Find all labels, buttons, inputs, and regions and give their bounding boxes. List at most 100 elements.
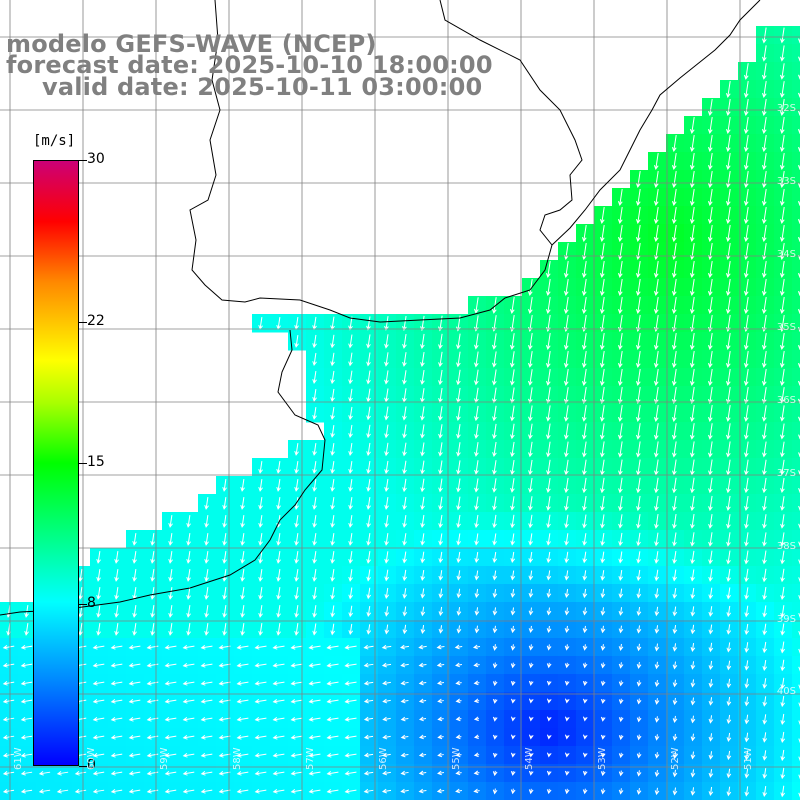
wind-arrow: [384, 334, 389, 349]
wind-arrow: [474, 351, 479, 368]
wind-arrow: [402, 352, 407, 367]
wind-arrow: [689, 405, 695, 422]
wind-arrow: [617, 333, 623, 350]
wind-arrow: [654, 625, 660, 634]
wind-arrow: [780, 459, 785, 476]
wind-arrow: [438, 424, 443, 439]
wind-cell: [792, 206, 800, 225]
wind-arrow: [92, 698, 105, 704]
wind-arrow: [110, 645, 123, 650]
wind-arrow: [182, 770, 195, 776]
wind-arrow: [528, 698, 534, 704]
wind-arrow: [492, 423, 497, 440]
wind-arrow: [617, 297, 623, 314]
wind-arrow: [330, 443, 335, 456]
wind-arrow: [798, 684, 800, 690]
wind-arrow: [798, 541, 800, 547]
wind-arrow: [326, 735, 339, 740]
wind-arrow: [564, 644, 570, 651]
wind-arrow: [780, 695, 786, 708]
wind-arrow: [563, 333, 569, 350]
wind-arrow: [779, 189, 785, 206]
wind-arrow: [798, 648, 800, 654]
wind-arrow: [528, 788, 534, 795]
wind-arrow: [546, 477, 551, 494]
wind-arrow: [672, 769, 678, 778]
wind-arrow: [20, 734, 33, 740]
wind-arrow: [114, 569, 119, 582]
wind-arrow: [186, 551, 191, 564]
wind-arrow: [492, 716, 498, 722]
wind-arrow: [654, 752, 660, 759]
wind-arrow: [726, 550, 731, 565]
wind-arrow: [510, 625, 516, 634]
wind-arrow: [258, 569, 263, 582]
wind-arrow: [761, 189, 767, 206]
wind-arrow: [254, 771, 267, 776]
wind-arrow: [527, 297, 533, 314]
wind-arrow: [654, 643, 660, 652]
wind-arrow: [762, 714, 768, 725]
wind-arrow: [780, 677, 786, 690]
wind-arrow: [474, 442, 479, 457]
wind-arrow: [689, 207, 695, 224]
wind-arrow: [344, 753, 357, 758]
wind-arrow: [744, 732, 750, 743]
wind-arrow: [363, 662, 374, 668]
wind-arrow: [222, 533, 227, 546]
wind-arrow: [348, 551, 353, 564]
wind-arrow: [600, 734, 606, 740]
wind-arrow: [564, 423, 569, 440]
wind-arrow: [546, 625, 552, 634]
wind-arrow: [582, 734, 588, 740]
wind-arrow: [492, 662, 498, 669]
wind-arrow: [455, 770, 462, 776]
wind-arrow: [96, 605, 101, 618]
wind-arrow: [510, 405, 515, 422]
wind-arrow: [258, 533, 263, 546]
wind-arrow: [689, 279, 695, 296]
wind-arrow: [600, 680, 606, 687]
wind-arrow: [672, 624, 678, 634]
wind-arrow: [725, 333, 731, 350]
wind-arrow: [400, 698, 409, 704]
wind-arrow: [690, 495, 695, 512]
wind-arrow: [780, 713, 786, 726]
wind-arrow: [74, 770, 87, 776]
wind-arrow: [654, 441, 659, 458]
latitude-label: 38S: [776, 541, 796, 552]
wind-arrow: [744, 459, 749, 476]
wind-arrow: [546, 662, 552, 669]
wind-arrow: [600, 495, 605, 512]
wind-arrow: [762, 45, 767, 62]
wind-arrow: [366, 424, 371, 439]
wind-arrow: [654, 679, 660, 687]
wind-cell: [792, 458, 800, 477]
wind-arrow: [528, 514, 533, 529]
wind-arrow: [780, 641, 786, 654]
wind-arrow: [635, 351, 641, 368]
wind-arrow: [437, 752, 444, 758]
wind-arrow: [276, 569, 281, 582]
wind-arrow: [564, 459, 569, 476]
wind-arrow: [744, 696, 750, 707]
wind-arrow: [671, 153, 677, 170]
wind-arrow: [492, 351, 497, 368]
wind-arrow: [707, 333, 713, 350]
latitude-label: 35S: [776, 322, 796, 333]
wind-arrow: [635, 171, 641, 188]
wind-arrow: [546, 533, 551, 546]
wind-arrow: [272, 753, 285, 758]
wind-arrow: [780, 532, 785, 547]
wind-arrow: [344, 645, 357, 650]
longitude-label: 51W: [743, 747, 754, 770]
wind-arrow: [636, 662, 642, 669]
wind-arrow: [236, 699, 249, 704]
wind-arrow: [563, 279, 569, 296]
wind-arrow: [366, 388, 371, 403]
wind-arrow: [254, 753, 267, 758]
wind-arrow: [474, 607, 480, 616]
wind-arrow: [761, 225, 767, 242]
wind-arrow: [272, 681, 285, 686]
wind-arrow: [708, 660, 714, 671]
